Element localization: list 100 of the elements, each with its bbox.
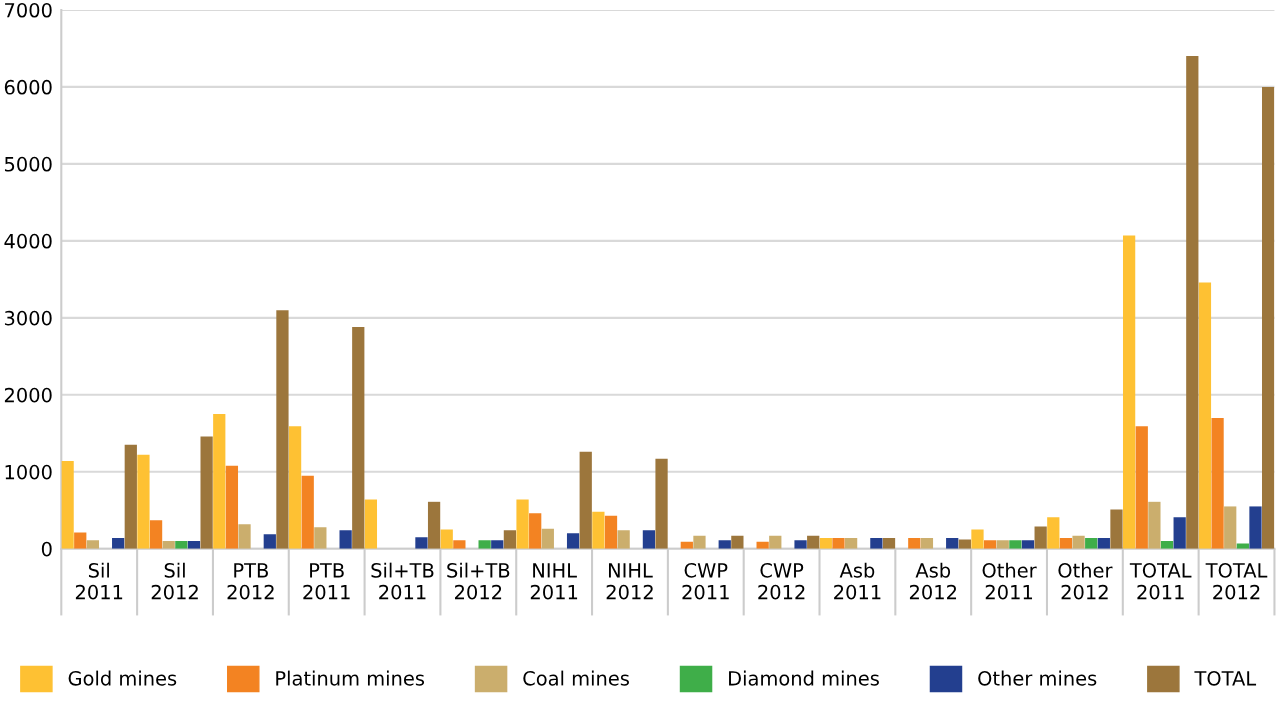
x-tick-label: Sil+TB 2012 xyxy=(447,562,510,600)
bar xyxy=(478,540,491,549)
bar xyxy=(908,537,921,549)
bar xyxy=(427,501,441,549)
bar xyxy=(61,461,74,549)
y-tick-label: 2000 xyxy=(4,387,52,403)
x-tick-label: NIHL 2012 xyxy=(606,563,653,600)
bar xyxy=(74,532,87,549)
bar xyxy=(529,513,542,549)
legend-label: Gold mines xyxy=(68,670,177,686)
bar xyxy=(996,540,1009,549)
bar xyxy=(844,537,858,549)
legend-label: TOTAL xyxy=(1194,670,1257,686)
y-tick-label: 5000 xyxy=(4,156,52,172)
bar xyxy=(566,533,580,549)
bar xyxy=(1059,537,1073,549)
bar xyxy=(314,527,327,549)
bar xyxy=(870,537,883,549)
legend-label: Coal mines xyxy=(523,670,629,686)
bar xyxy=(1173,517,1186,549)
bar xyxy=(1110,509,1123,549)
bar xyxy=(1198,282,1212,549)
bar xyxy=(592,511,605,549)
x-tick-label: PTB 2011 xyxy=(303,563,350,600)
bar xyxy=(124,444,137,549)
bar xyxy=(503,530,517,549)
bar xyxy=(1186,56,1199,549)
bar xyxy=(276,310,289,549)
bar xyxy=(200,436,213,549)
bar xyxy=(213,414,226,549)
bar xyxy=(718,540,731,549)
bar xyxy=(137,454,150,549)
bar xyxy=(86,540,100,549)
x-tick-label: Asb 2012 xyxy=(909,562,957,600)
x-tick-label: Sil+TB 2011 xyxy=(371,562,434,600)
x-tick-label: NIHL 2011 xyxy=(530,563,578,600)
x-tick-label: CWP 2011 xyxy=(682,563,729,600)
bar xyxy=(516,499,529,549)
bar xyxy=(1249,506,1262,549)
bar xyxy=(794,540,807,549)
bar xyxy=(288,426,302,549)
bar xyxy=(112,537,125,549)
x-tick-label: PTB 2012 xyxy=(227,563,274,600)
bar xyxy=(1085,537,1098,549)
bar xyxy=(920,537,934,549)
x-tick-label: Sil 2012 xyxy=(151,562,198,600)
bar xyxy=(1236,543,1249,549)
y-tick-label: 7000 xyxy=(5,2,52,18)
bar xyxy=(971,529,984,549)
bar xyxy=(1072,535,1085,549)
bar xyxy=(807,535,820,549)
bar xyxy=(491,540,504,549)
x-tick-label: CWP 2012 xyxy=(758,563,805,600)
bar xyxy=(983,540,997,549)
bar xyxy=(655,458,668,549)
bar xyxy=(1034,526,1047,549)
bar xyxy=(352,327,365,549)
bar xyxy=(882,537,896,549)
bar xyxy=(1148,501,1161,549)
bar xyxy=(946,537,959,549)
bar xyxy=(579,451,592,549)
bar xyxy=(149,520,163,549)
bar xyxy=(415,537,428,549)
bar xyxy=(1009,540,1022,549)
bar xyxy=(453,540,466,549)
bar xyxy=(339,530,352,549)
legend-label: Platinum mines xyxy=(276,670,425,686)
bar xyxy=(1097,537,1110,549)
bar xyxy=(1135,426,1148,549)
x-tick-label: Sil 2011 xyxy=(75,562,123,600)
y-tick-label: 6000 xyxy=(4,79,52,95)
bar xyxy=(819,537,832,549)
bar xyxy=(731,535,744,549)
y-tick-label: 0 xyxy=(41,541,52,557)
bar xyxy=(301,475,314,549)
bar xyxy=(693,535,706,549)
bar xyxy=(1262,86,1275,549)
bar xyxy=(642,530,656,549)
legend-label: Other mines xyxy=(978,670,1097,686)
y-tick-label: 4000 xyxy=(4,233,52,249)
x-tick-label: TOTAL 2011 xyxy=(1129,563,1192,600)
bar xyxy=(440,529,453,549)
bar xyxy=(604,515,618,549)
bar xyxy=(238,524,251,549)
bar xyxy=(263,534,276,549)
bar xyxy=(832,537,845,549)
x-tick-label: TOTAL 2012 xyxy=(1205,563,1268,600)
x-tick-label: Other 2012 xyxy=(1058,562,1113,600)
bar xyxy=(1122,235,1136,549)
bar xyxy=(617,530,630,549)
bar xyxy=(225,465,239,549)
y-tick-label: 1000 xyxy=(5,464,52,480)
legend-label: Diamond mines xyxy=(729,670,879,686)
bar xyxy=(1047,517,1060,549)
bar xyxy=(541,528,554,549)
bar xyxy=(1224,506,1237,549)
y-tick-label: 3000 xyxy=(4,310,52,326)
bar xyxy=(769,535,782,549)
bar xyxy=(1021,540,1035,549)
bar xyxy=(1211,417,1224,549)
